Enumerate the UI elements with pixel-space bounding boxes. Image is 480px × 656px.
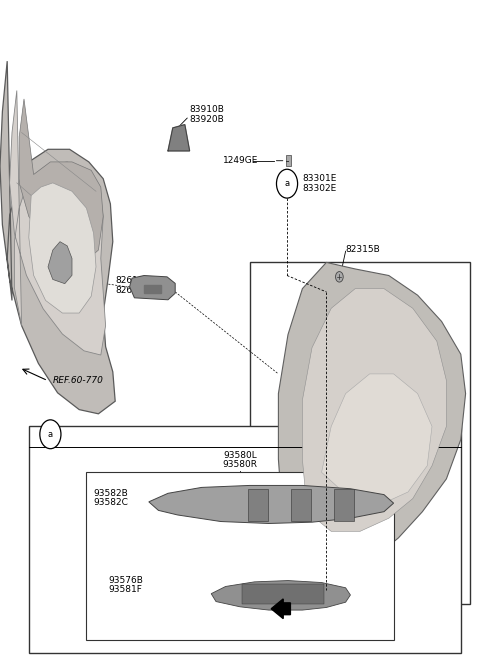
FancyBboxPatch shape <box>291 489 311 521</box>
Text: 93576B: 93576B <box>108 576 143 585</box>
Polygon shape <box>302 289 446 531</box>
Polygon shape <box>278 262 466 584</box>
Text: 1249GE: 1249GE <box>223 156 259 165</box>
Circle shape <box>276 169 298 198</box>
Circle shape <box>40 420 61 449</box>
Text: 82610: 82610 <box>115 276 144 285</box>
Bar <box>86 472 394 640</box>
Polygon shape <box>0 61 115 414</box>
Text: 93580L: 93580L <box>223 451 257 460</box>
Polygon shape <box>144 285 161 293</box>
Polygon shape <box>149 485 394 523</box>
Text: 82620: 82620 <box>115 286 144 295</box>
Text: 93581F: 93581F <box>108 585 142 594</box>
Polygon shape <box>10 91 106 355</box>
Text: 83910B: 83910B <box>190 105 225 114</box>
Polygon shape <box>48 241 72 283</box>
Text: FR.: FR. <box>298 604 317 614</box>
Polygon shape <box>130 276 175 300</box>
Text: 83301E: 83301E <box>302 174 337 183</box>
Polygon shape <box>322 374 432 505</box>
Polygon shape <box>19 99 103 262</box>
Text: 83920B: 83920B <box>190 115 224 124</box>
FancyBboxPatch shape <box>286 155 291 166</box>
Text: 82315B: 82315B <box>346 245 380 254</box>
Circle shape <box>336 272 343 282</box>
Polygon shape <box>211 581 350 610</box>
Text: 93582B: 93582B <box>94 489 128 498</box>
Text: REF.60-770: REF.60-770 <box>53 377 104 385</box>
Polygon shape <box>29 183 96 313</box>
Bar <box>29 426 461 653</box>
Bar <box>250 262 470 604</box>
FancyBboxPatch shape <box>248 489 268 521</box>
FancyBboxPatch shape <box>334 489 354 521</box>
Text: a: a <box>285 179 289 188</box>
Polygon shape <box>168 125 190 151</box>
Text: 93580R: 93580R <box>223 460 257 469</box>
FancyBboxPatch shape <box>242 584 324 604</box>
Text: 83302E: 83302E <box>302 184 336 193</box>
Text: a: a <box>48 430 53 439</box>
FancyArrow shape <box>271 599 290 619</box>
Text: 93582C: 93582C <box>94 498 129 507</box>
